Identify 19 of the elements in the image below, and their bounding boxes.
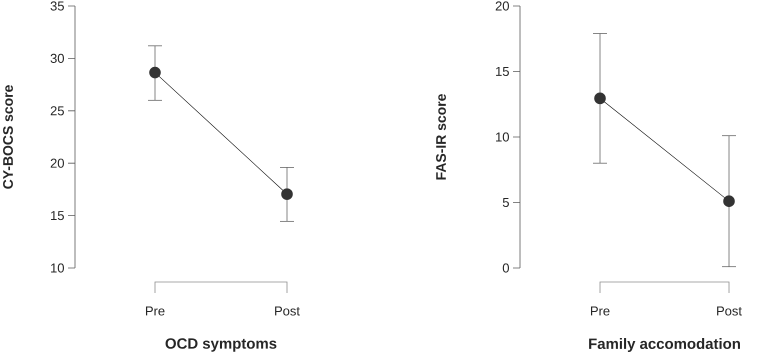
y-tick-label: 30 xyxy=(50,54,64,63)
y-tick-label: 20 xyxy=(496,1,509,11)
y-tick-label: 5 xyxy=(502,198,509,208)
y-tick-label: 10 xyxy=(51,263,64,273)
x-tick-label: Pre xyxy=(590,306,610,316)
y-tick-label: 35 xyxy=(50,1,64,11)
y-tick-label: 15 xyxy=(496,66,509,76)
x-tick-label: Pre xyxy=(146,306,164,316)
x-tick-label: Post xyxy=(717,306,742,316)
y-tick-label: 10 xyxy=(496,132,509,142)
x-axis-title: OCD symptoms xyxy=(166,338,276,352)
y-tick-label: 0 xyxy=(502,263,509,273)
x-axis-title: Family accomodation xyxy=(589,338,740,352)
y-tick-label: 25 xyxy=(50,106,64,116)
y-tick-label: 20 xyxy=(50,158,64,168)
x-tick-label: Post xyxy=(275,306,300,316)
y-tick-label: 15 xyxy=(51,211,64,220)
y-axis-title: FAS-IR score xyxy=(436,94,446,180)
y-axis-title: CY-BOCS score xyxy=(3,85,13,189)
